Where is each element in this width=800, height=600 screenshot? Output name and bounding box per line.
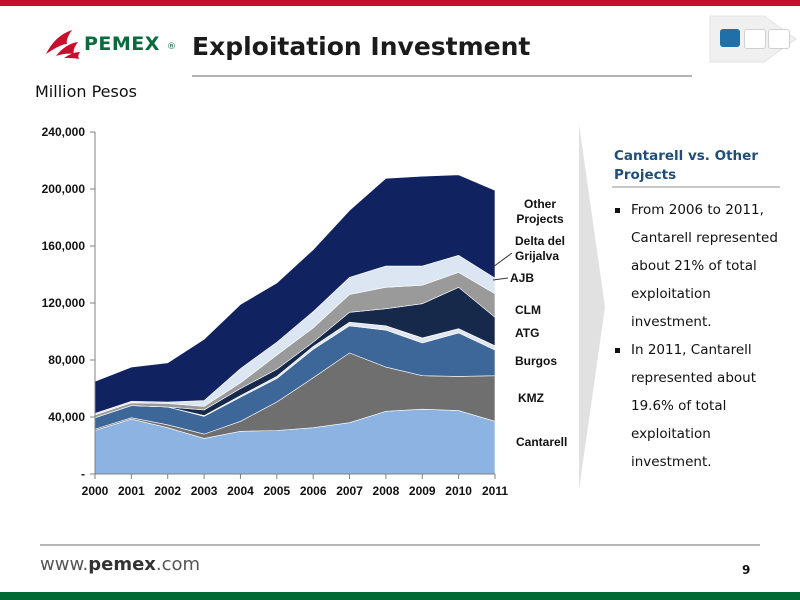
x-tick-label: 2007 <box>336 484 363 498</box>
series-label-clm: CLM <box>515 303 541 317</box>
y-tick-label: 160,000 <box>42 239 86 253</box>
series-label-burgos: Burgos <box>515 354 557 368</box>
footer-url-suffix: .com <box>155 554 201 575</box>
bullet-item: From 2006 to 2011, Cantarell represented… <box>614 196 782 336</box>
logo-registered-mark: ® <box>167 42 176 52</box>
series-label-delta-del-grijalva: Delta del Grijalva <box>515 234 565 263</box>
top-accent-bar <box>0 0 800 6</box>
chart-units-label: Million Pesos <box>35 82 137 101</box>
side-panel-divider <box>612 186 780 188</box>
bullet-square-icon <box>615 208 620 213</box>
footer-url-prefix: www. <box>40 554 89 575</box>
logo-wordmark: PEMEX <box>84 33 160 55</box>
x-tick-label: 2006 <box>300 484 327 498</box>
page-number: 9 <box>742 563 751 577</box>
x-tick-label: 2011 <box>482 484 508 498</box>
chevron-arrow-divider <box>579 124 605 490</box>
corner-square-white-2 <box>768 29 790 49</box>
title-divider <box>192 75 692 77</box>
series-label-ajb: AJB <box>510 271 534 285</box>
bullet-item: In 2011, Cantarell represented about 19.… <box>614 336 782 476</box>
y-ticks: - 40,000 80,000 120,000 160,000 200,000 240,00… <box>42 125 95 481</box>
series-label-atg: ATG <box>515 326 539 340</box>
x-ticks: 2000 2001 2002 2003 2004 2005 2006 2007 2008 2009… <box>82 474 508 498</box>
slide-title: Exploitation Investment <box>192 32 531 61</box>
footer-divider <box>40 544 760 546</box>
x-tick-label: 2009 <box>409 484 436 498</box>
area-layers <box>94 174 496 475</box>
footer-url-brand: pemex <box>88 554 156 575</box>
y-tick-label: 120,000 <box>42 296 86 310</box>
x-tick-label: 2010 <box>445 484 472 498</box>
y-tick-label: - <box>81 467 85 481</box>
corner-square-blue <box>720 29 740 47</box>
x-tick-label: 2000 <box>82 484 109 498</box>
series-labels: Other Projects Delta del Grijalva AJB CLM ATG B… <box>492 197 567 449</box>
stacked-area-chart: - 40,000 80,000 120,000 160,000 200,000 240,00… <box>42 125 568 498</box>
series-label-other-projects: Other Projects <box>516 197 564 226</box>
area-series-other-projects <box>94 174 496 414</box>
x-tick-label: 2001 <box>118 484 145 498</box>
y-tick-label: 80,000 <box>48 353 85 367</box>
label-leader-line <box>492 252 513 268</box>
series-label-cantarell: Cantarell <box>516 435 567 449</box>
series-label-kmz: KMZ <box>518 391 544 405</box>
x-tick-label: 2008 <box>373 484 400 498</box>
x-tick-label: 2005 <box>263 484 290 498</box>
side-panel-title: Cantarell vs. Other Projects <box>614 148 758 183</box>
x-tick-label: 2003 <box>191 484 218 498</box>
bullet-text: From 2006 to 2011, Cantarell represented… <box>631 202 778 330</box>
y-tick-label: 40,000 <box>48 410 85 424</box>
pemex-eagle-icon <box>46 30 80 59</box>
x-tick-label: 2002 <box>154 484 181 498</box>
y-tick-label: 200,000 <box>42 182 86 196</box>
bullet-square-icon <box>615 348 620 353</box>
bullet-text: In 2011, Cantarell represented about 19.… <box>631 342 756 470</box>
x-tick-label: 2004 <box>227 484 254 498</box>
bottom-accent-bar <box>0 592 800 600</box>
side-bullet-list: From 2006 to 2011, Cantarell represented… <box>614 196 782 476</box>
label-leader-line <box>492 277 509 281</box>
y-tick-label: 240,000 <box>42 125 86 139</box>
corner-square-white-1 <box>744 29 766 49</box>
footer-website-link[interactable]: www.pemex.com <box>40 554 200 575</box>
